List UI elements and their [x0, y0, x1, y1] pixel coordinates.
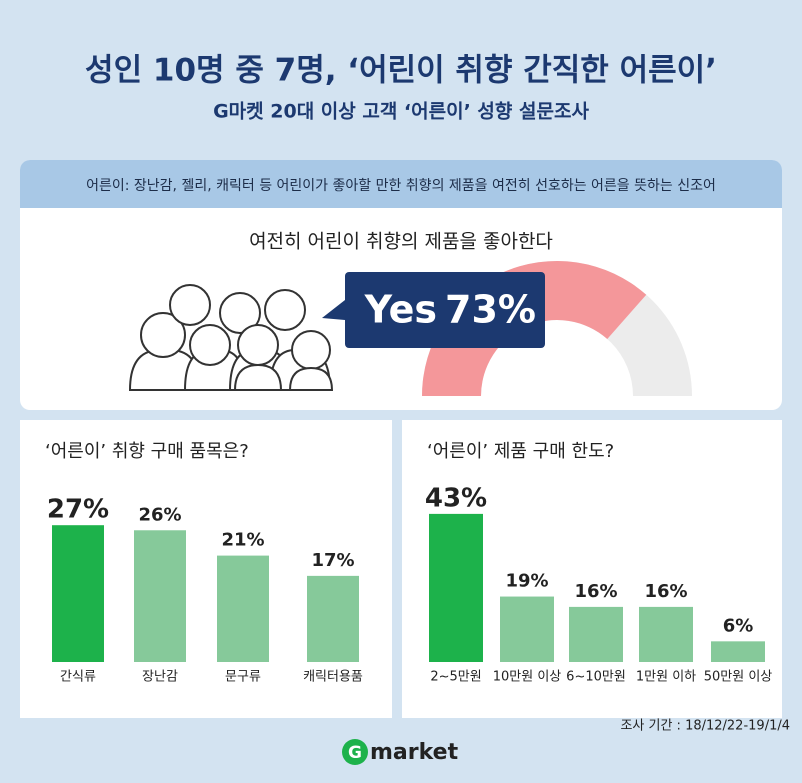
- definition-band: [20, 160, 782, 208]
- category-label: 장난감: [142, 670, 178, 685]
- value-label: 19%: [505, 571, 548, 592]
- chart-title: ‘어른이’ 취향 구매 품목은?: [45, 441, 249, 462]
- bar: [639, 606, 693, 662]
- value-label: 16%: [574, 581, 617, 602]
- bar: [429, 513, 483, 662]
- survey-period: 조사 기간 : 18/12/22-19/1/4: [620, 719, 790, 734]
- value-label: 27%: [47, 495, 109, 525]
- value-label: 43%: [425, 483, 487, 513]
- category-label: 50만원 이상: [704, 670, 773, 685]
- bar: [569, 606, 623, 662]
- people-illustration: [128, 284, 334, 391]
- bar: [52, 525, 104, 662]
- callout-box: [345, 272, 545, 348]
- category-label: 10만원 이상: [493, 670, 562, 685]
- category-label: 간식류: [60, 670, 96, 685]
- bar: [711, 641, 765, 662]
- category-label: 1만원 이하: [636, 670, 696, 685]
- definition: 어른이: 장난감, 젤리, 캐릭터 등 어린이가 좋아할 만한 취향의 제품을 …: [86, 178, 716, 194]
- bar: [217, 555, 269, 662]
- category-label: 2~5만원: [430, 670, 481, 685]
- bar: [134, 530, 186, 662]
- value-label: 6%: [723, 615, 754, 636]
- value-label: 17%: [311, 550, 354, 571]
- bar: [500, 596, 554, 662]
- callout-value: 73%: [445, 288, 536, 332]
- category-label: 6~10만원: [566, 670, 626, 685]
- subtitle: G마켓 20대 이상 고객 ‘어른이’ 성향 설문조사: [213, 101, 589, 123]
- value-label: 16%: [644, 581, 687, 602]
- category-label: 문구류: [225, 670, 261, 685]
- bar: [307, 575, 359, 662]
- chart-title: ‘어른이’ 제품 구매 한도?: [427, 441, 614, 462]
- value-label: 26%: [138, 504, 181, 525]
- title: 성인 10명 중 7명, ‘어린이 취향 간직한 어른이’: [85, 53, 717, 89]
- gauge-title: 여전히 어린이 취향의 제품을 좋아한다: [249, 231, 553, 253]
- logo-badge: [342, 739, 368, 765]
- category-label: 캐릭터용품: [303, 670, 363, 685]
- value-label: 21%: [221, 530, 264, 551]
- callout-tail: [322, 300, 345, 320]
- logo-text: market: [370, 740, 459, 765]
- logo-mark: G: [348, 743, 362, 763]
- callout-label: Yes: [364, 288, 437, 332]
